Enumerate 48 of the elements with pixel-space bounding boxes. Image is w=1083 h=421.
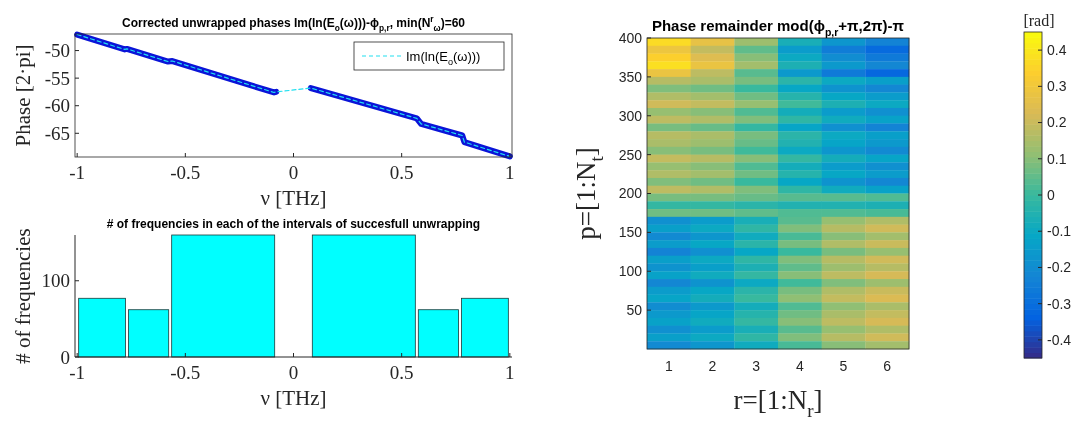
x-tick-label: 1 (505, 162, 515, 183)
x-tick-label: -1 (69, 362, 86, 383)
x-axis-title: r=[1:N$_{r}$] (733, 385, 823, 421)
color-bar-label: -0.2 (1047, 259, 1072, 276)
y-axis-title: # of frequencies (11, 228, 35, 364)
color-bar-label: -0.4 (1047, 331, 1072, 348)
y-tick-label: 100 (618, 263, 643, 280)
y-tick-label: 200 (618, 185, 643, 202)
y-axis-title: Phase [2·pi] (11, 44, 35, 147)
color-bar-label: 0.2 (1047, 114, 1067, 131)
y-tick-label: 350 (618, 68, 643, 85)
x-tick-label: -1 (69, 162, 86, 183)
x-tick-label: -0.5 (170, 162, 201, 183)
x-tick-label: 0 (288, 362, 299, 383)
color-bar-label: -0.1 (1047, 223, 1072, 240)
chart-title: Corrected unwrapped phases Im(ln(E$_{o}$(ω)))-ϕ$_{p,r}$, min(N$^{r}$$_{ω}$)=60 (121, 14, 466, 33)
y-tick-label: -55 (44, 67, 70, 89)
x-tick-label: 0.5 (389, 362, 414, 383)
x-tick-label: 4 (795, 358, 804, 374)
chart-title: # of frequencies in each of the intervals of succesfull unwrapping (106, 217, 481, 231)
y-tick-label: 300 (618, 107, 643, 124)
y-tick-label: 400 (618, 29, 643, 46)
x-tick-label: 5 (839, 358, 848, 374)
x-tick-label: 0.5 (389, 162, 414, 183)
x-tick-label: -0.5 (170, 362, 201, 383)
x-tick-label: 3 (752, 358, 761, 374)
x-axis-title: ν [THz] (260, 386, 327, 410)
x-tick-label: 6 (883, 358, 892, 374)
color-bar-label: 0.4 (1047, 42, 1067, 59)
color-bar-title: [rad] (1023, 12, 1055, 29)
y-tick-label: 250 (618, 146, 643, 163)
y-tick-label: -50 (44, 40, 70, 62)
x-axis-title: ν [THz] (260, 186, 327, 210)
chart-title: Phase remainder mod(ϕ$_{p,r}$+π,2π)-π (651, 17, 905, 38)
x-tick-label: 1 (664, 358, 673, 374)
y-tick-label: 150 (618, 224, 643, 241)
x-tick-label: 2 (708, 358, 717, 374)
y-tick-label: -65 (44, 122, 70, 144)
color-bar-label: 0 (1047, 186, 1055, 203)
y-tick-label: 100 (41, 270, 70, 292)
color-bar-label: 0.3 (1047, 78, 1067, 95)
color-bar-label: 0.1 (1047, 150, 1067, 167)
x-tick-label: 1 (505, 362, 515, 383)
x-tick-label: 0 (288, 162, 299, 183)
color-bar-label: -0.3 (1047, 295, 1072, 312)
y-tick-label: -60 (44, 95, 70, 117)
legend-label: Im(ln(E$_{o}$(ω))) (406, 48, 481, 67)
y-tick-label: 50 (626, 302, 643, 319)
